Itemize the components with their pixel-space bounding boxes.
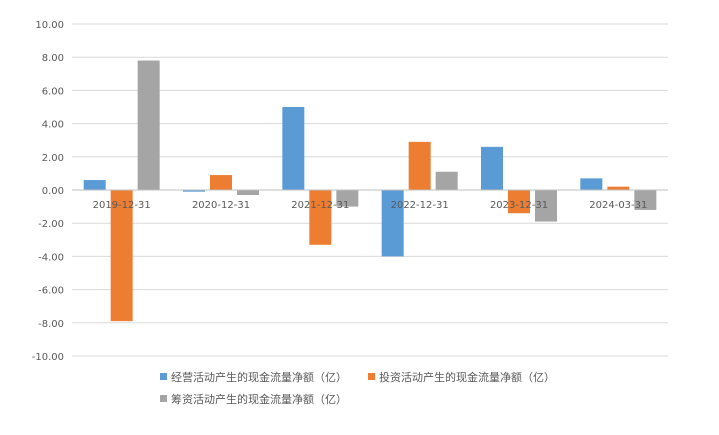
bar-series-2-cat-3	[435, 171, 458, 190]
legend-label: 投资活动产生的现金流量净额（亿）	[379, 370, 555, 384]
legend-swatch	[368, 373, 375, 380]
legend-item-0: 经营活动产生的现金流量净额（亿）	[160, 370, 347, 384]
y-tick-label: -4.00	[38, 252, 64, 263]
legend-label: 经营活动产生的现金流量净额（亿）	[171, 370, 347, 384]
legend-swatch	[160, 373, 167, 380]
y-tick-label: -2.00	[38, 219, 64, 230]
bar-series-2-cat-1	[237, 190, 259, 195]
x-tick-label: 2019-12-31	[93, 200, 151, 211]
bar-series-1-cat-0	[110, 190, 133, 322]
x-tick-label: 2021-12-31	[291, 200, 349, 211]
y-tick-label: 10.00	[35, 20, 64, 31]
bar-series-1-cat-2	[309, 190, 332, 245]
bar-series-2-cat-2	[336, 190, 359, 207]
x-tick-label: 2024-03-31	[589, 200, 647, 211]
y-tick-label: 4.00	[42, 120, 64, 131]
legend-item-2: 筹资活动产生的现金流量净额（亿）	[160, 392, 347, 406]
legend-label: 筹资活动产生的现金流量净额（亿）	[171, 392, 347, 406]
legend-item-1: 投资活动产生的现金流量净额（亿）	[368, 370, 555, 384]
bar-series-2-cat-4	[535, 190, 557, 222]
bar-series-0-cat-2	[282, 107, 305, 190]
bar-series-0-cat-4	[481, 146, 503, 190]
y-axis-ticks: 10.00 8.00 6.00 4.00 2.00 0.00 -2.00 -4.00 -6.00…	[32, 20, 64, 363]
legend: 经营活动产生的现金流量净额（亿） 投资活动产生的现金流量净额（亿） 筹资活动产生的现…	[160, 370, 555, 406]
y-tick-label: -8.00	[38, 319, 64, 330]
x-tick-label: 2023-12-31	[490, 200, 548, 211]
bar-series-1-cat-5	[607, 186, 630, 190]
bar-series-0-cat-5	[580, 178, 603, 190]
bar-series-0-cat-1	[183, 190, 205, 192]
x-tick-label: 2020-12-31	[192, 200, 250, 211]
bar-series-2-cat-0	[137, 60, 160, 190]
bar-series-0-cat-3	[381, 190, 404, 257]
legend-swatch	[160, 395, 167, 402]
y-tick-label: 8.00	[42, 53, 64, 64]
y-tick-label: 0.00	[42, 186, 64, 197]
x-tick-label: 2022-12-31	[391, 200, 449, 211]
bar-series-1-cat-3	[408, 141, 431, 190]
y-tick-label: -10.00	[32, 352, 64, 363]
bar-series-1-cat-4	[508, 190, 530, 214]
bars	[83, 60, 657, 322]
bar-series-2-cat-5	[634, 190, 657, 210]
bar-series-0-cat-0	[83, 180, 106, 190]
y-tick-label: -6.00	[38, 286, 64, 297]
x-axis-ticks: 2019-12-31 2020-12-31 2021-12-31 2022-12-31…	[93, 200, 648, 211]
y-tick-label: 6.00	[42, 86, 64, 97]
y-tick-label: 2.00	[42, 153, 64, 164]
bar-series-1-cat-1	[210, 175, 232, 190]
